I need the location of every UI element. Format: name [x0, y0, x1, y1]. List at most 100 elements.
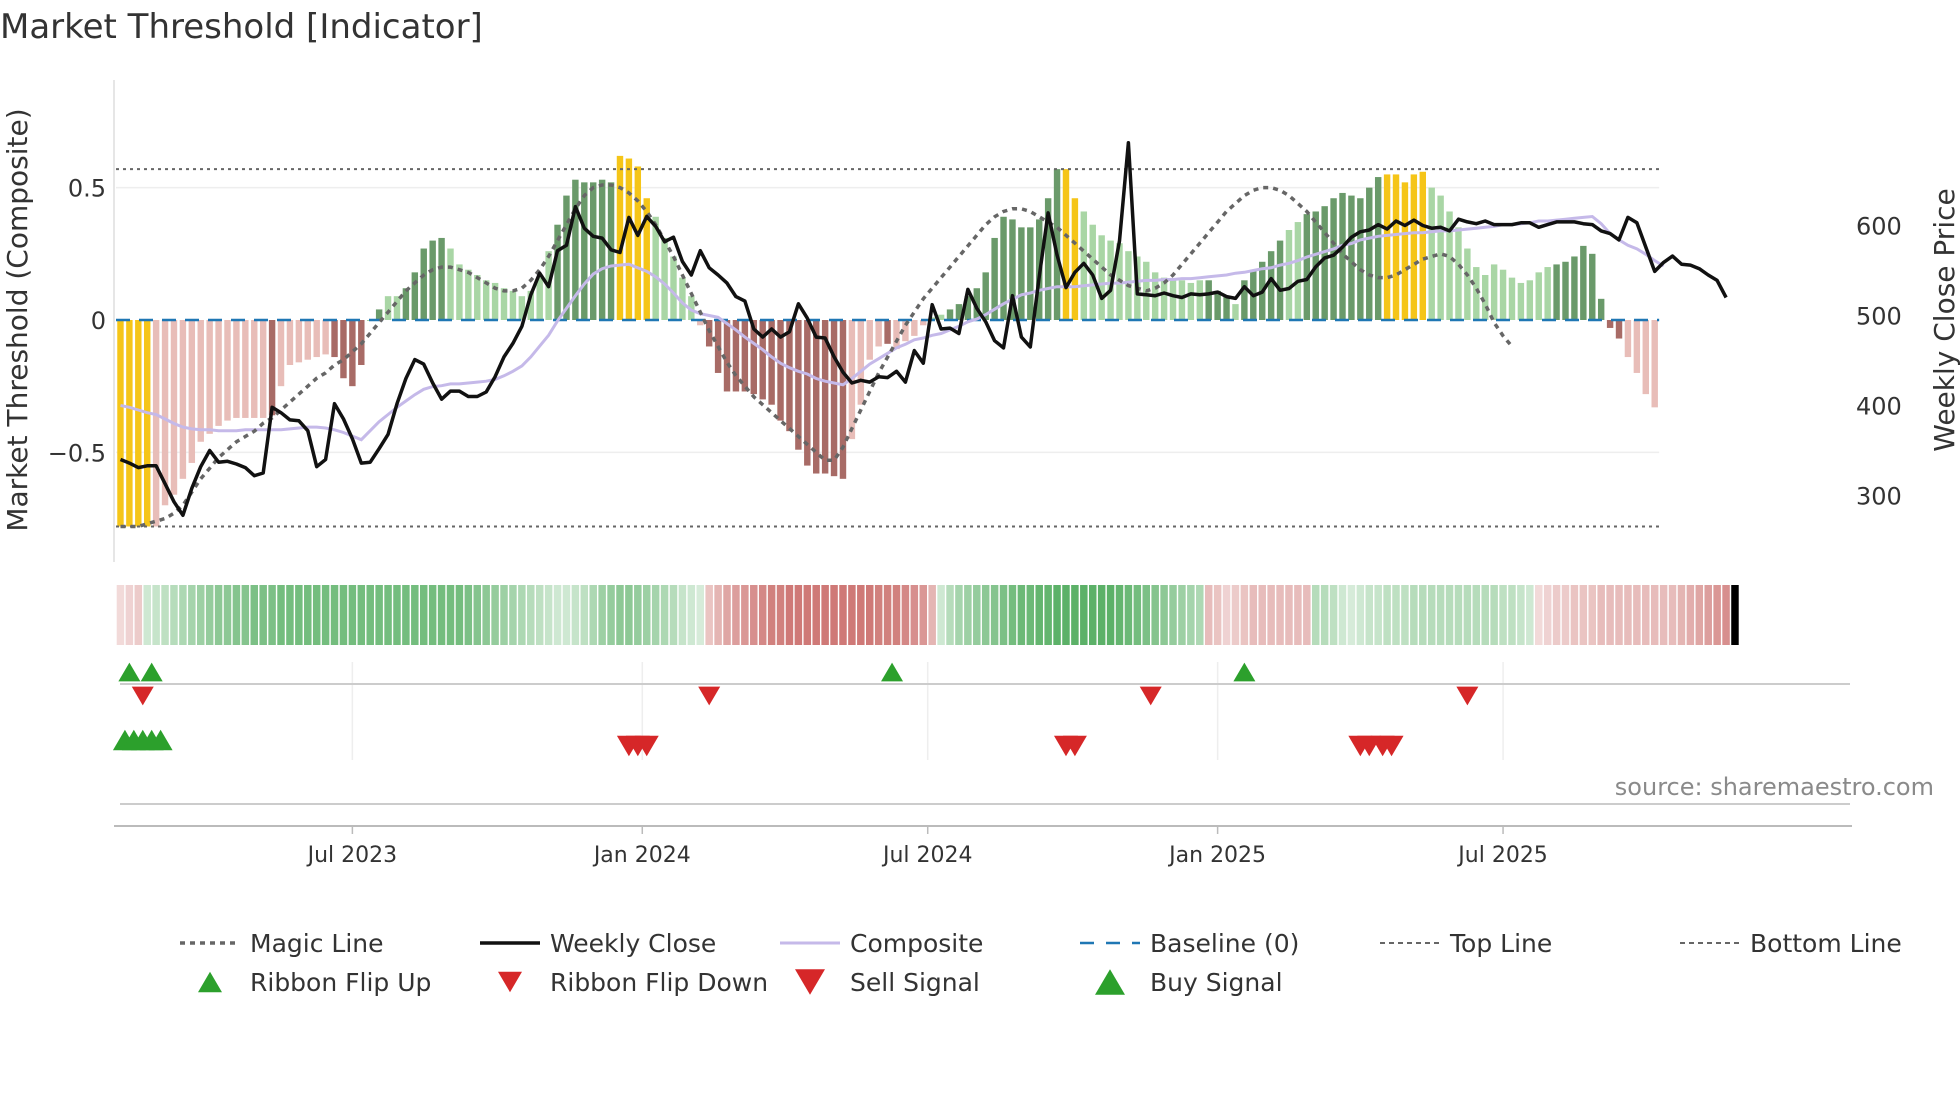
composite-bar: [491, 282, 499, 320]
weekly-close-line: [119, 140, 1728, 518]
legend-label: Magic Line: [250, 929, 384, 958]
ribbon-cell: [330, 585, 339, 645]
legend-item-composite: Composite: [780, 929, 983, 958]
ribbon-cell: [580, 585, 589, 645]
ribbon-cell: [687, 585, 696, 645]
composite-bar: [1276, 240, 1284, 320]
composite-bar: [1187, 282, 1195, 320]
legend: Magic Line Weekly Close Composite Baseline …: [180, 929, 1902, 997]
main-panel: 0.5 0 −0.5 600 500 400 300 Market Threshold (…: [1, 80, 1960, 562]
ribbon-cell: [1088, 585, 1097, 645]
composite-bar: [1597, 298, 1605, 320]
ribbon-flip-down-marker: [698, 686, 721, 706]
y2-axis-label: Weekly Close Price: [1928, 188, 1960, 451]
ribbon-cell: [393, 585, 401, 645]
composite-bar: [688, 296, 695, 320]
ribbon-cell: [1686, 585, 1695, 645]
ribbon-cell: [981, 585, 990, 645]
ribbon-cell: [188, 585, 196, 645]
composite-bar: [1580, 245, 1587, 320]
ribbon-cell: [1347, 585, 1356, 645]
ribbon-cell: [999, 585, 1008, 645]
ribbon-cell: [1035, 585, 1043, 645]
ribbon-cell: [874, 585, 883, 645]
ribbon-cell: [250, 585, 259, 645]
composite-bar: [518, 296, 526, 320]
legend-swatch-flip-up: [198, 971, 222, 993]
composite-bar: [447, 248, 454, 320]
ribbon-cell: [384, 585, 392, 645]
legend-label: Baseline (0): [1150, 929, 1299, 958]
composite-bar: [670, 256, 677, 320]
ribbon-cell: [1276, 585, 1284, 645]
ribbon-cell: [848, 585, 856, 645]
composite-bar: [135, 320, 142, 527]
composite-bar: [500, 288, 508, 320]
composite-bar: [875, 320, 882, 347]
ribbon-flip-up-marker: [140, 662, 163, 682]
ribbon-cell: [651, 585, 660, 645]
ribbon-cell: [1526, 585, 1534, 645]
signal-markers: [112, 662, 1479, 757]
ribbon-flip-down-marker: [1456, 686, 1479, 706]
composite-bar: [1232, 304, 1239, 320]
ribbon-cell: [1713, 585, 1721, 645]
legend-item-bottom: Bottom Line: [1680, 929, 1902, 958]
ribbon-cell: [535, 585, 544, 645]
y2-tick-label: 600: [1856, 213, 1902, 241]
ribbon-cell: [1115, 585, 1124, 645]
ribbon-cell: [1204, 585, 1213, 645]
ribbon-cell: [1151, 585, 1159, 645]
composite-bar: [1633, 320, 1641, 373]
composite-bar: [937, 314, 945, 320]
ribbon-cell: [1080, 585, 1088, 645]
composite-bar: [144, 320, 151, 527]
ribbon-cell: [500, 585, 508, 645]
ribbon-cell: [678, 585, 687, 645]
composite-bar: [1410, 174, 1418, 320]
ribbon-cell: [170, 585, 178, 645]
ribbon-cell: [411, 585, 419, 645]
composite-bar: [1455, 227, 1462, 320]
ribbon-cell: [589, 585, 597, 645]
composite-bar: [1606, 320, 1614, 328]
composite-bar: [759, 320, 766, 400]
composite-bar: [1285, 230, 1293, 320]
composite-bar: [1178, 280, 1186, 320]
composite-bar: [572, 179, 579, 320]
ribbon-flip-up-marker: [881, 662, 904, 682]
composite-bar: [304, 320, 311, 360]
ribbon-cell: [1731, 585, 1739, 645]
ribbon-cell: [518, 585, 526, 645]
ribbon-cell: [1008, 585, 1017, 645]
ribbon-cell: [1410, 585, 1418, 645]
ribbon-cell: [437, 585, 446, 645]
composite-bar: [295, 320, 303, 363]
ribbon-cell: [1196, 585, 1204, 645]
composite-bar: [893, 320, 900, 350]
composite-bar: [206, 320, 213, 434]
ribbon-cell: [1026, 585, 1035, 645]
ribbon-cell: [794, 585, 803, 645]
composite-bar: [215, 320, 222, 426]
composite-bar: [768, 320, 775, 405]
composite-bar: [563, 195, 570, 320]
ribbon-cell: [152, 585, 160, 645]
composite-bar: [1571, 256, 1578, 320]
ribbon-cell: [482, 585, 490, 645]
composite-bar: [973, 288, 980, 320]
ribbon-cell: [1374, 585, 1382, 645]
y-tick-label: −0.5: [48, 439, 106, 467]
composite-bar: [242, 320, 249, 418]
ribbon-cell: [1329, 585, 1338, 645]
composite-bar: [286, 320, 294, 365]
ribbon-cell: [464, 585, 473, 645]
composite-bar: [438, 237, 445, 320]
composite-bar: [732, 320, 740, 392]
ribbon-cell: [1472, 585, 1481, 645]
ribbon-cell: [232, 585, 241, 645]
composite-bar: [1169, 280, 1177, 320]
ribbon-cell: [1160, 585, 1168, 645]
ribbon-cell: [321, 585, 330, 645]
ribbon-cell: [937, 585, 945, 645]
